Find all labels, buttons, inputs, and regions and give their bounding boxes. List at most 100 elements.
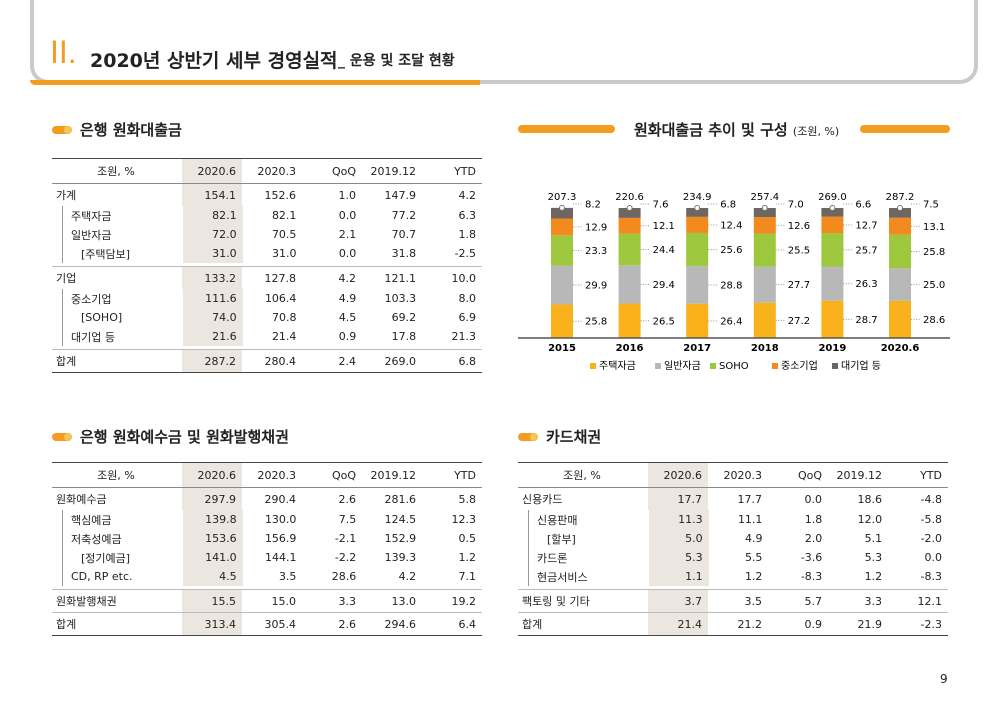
cell: 12.3: [451, 513, 477, 526]
section-title: 은행 원화예수금 및 원화발행채권: [80, 428, 289, 446]
bar-segment: [889, 208, 911, 218]
bar-segment: [821, 266, 844, 301]
table-row: 조원, % 2020.6 2020.3 QoQ 2019.12 YTD: [518, 463, 948, 488]
cell: 4.9: [744, 532, 763, 545]
row-label: 원화발행채권: [56, 595, 117, 608]
cell: 5.8: [458, 492, 477, 506]
table-row: [SOHO] 74.0 70.8 4.5 69.2 6.9: [63, 308, 482, 327]
cell: 21.2: [737, 617, 763, 631]
table-row: 핵심예금 139.8 130.0 7.5 124.5 12.3: [63, 510, 482, 529]
bar-segment: [551, 265, 573, 305]
cell: 2019.12: [836, 468, 883, 482]
cell: 2019.12: [370, 164, 417, 178]
legend-label: 일반자금: [664, 360, 701, 372]
cell: 2.4: [338, 354, 357, 368]
sub-rows: 신용판매 11.3 11.1 1.8 12.0 -5.8 [할부] 5.0 4.9 2.0 5.1 -…: [528, 510, 948, 586]
cell: 31.0: [271, 247, 297, 260]
bar-segment: [686, 303, 709, 338]
cell: 12.0: [857, 513, 883, 526]
row-label: CD, RP etc.: [71, 570, 133, 583]
cell: 0.0: [338, 247, 357, 260]
sub-rows: 주택자금 82.1 82.1 0.0 77.2 6.3 일반자금 72.0 70.5 2.1 70.…: [62, 206, 482, 263]
row-group: 기업 133.2 127.8 4.2 121.1 10.0 중소기업 111.6 106.4 4.…: [52, 267, 482, 350]
cell: 70.8: [271, 311, 297, 324]
value-label: 29.4: [653, 280, 675, 291]
total-label: 257.4: [750, 192, 779, 203]
cell: 156.9: [264, 532, 297, 545]
total-label: 207.3: [548, 192, 577, 203]
cell: 0.5: [458, 532, 477, 545]
cell: 4.5: [338, 311, 357, 324]
cell: -2.3: [920, 617, 942, 631]
value-label: 25.0: [923, 280, 945, 291]
cell: -4.8: [920, 492, 942, 506]
table-row: 신용판매 11.3 11.1 1.8 12.0 -5.8: [529, 510, 948, 529]
value-label: 25.8: [923, 247, 945, 258]
cell: 1.2: [744, 570, 763, 583]
cell: 6.3: [458, 209, 477, 222]
row-label: 현금서비스: [537, 570, 588, 584]
row-group: 신용카드 17.7 17.7 0.0 18.6 -4.8 신용판매 11.3 11.1 1.8 12…: [518, 488, 948, 590]
table: 조원, % 2020.6 2020.3 QoQ 2019.12 YTD 원화예수금 297.9…: [52, 462, 482, 636]
cell: 313.4: [182, 613, 242, 635]
table-row: 대기업 등 21.6 21.4 0.9 17.8 21.3: [63, 327, 482, 346]
cell: 6.8: [458, 354, 477, 368]
value-label: 12.7: [855, 220, 877, 231]
cell: -2.5: [454, 247, 477, 260]
legend-swatch: [772, 363, 778, 369]
legend-label: 중소기업: [781, 359, 818, 372]
chart: 25.8 29.9 23.3 12.9 8.2 207.3 2015 26.5 29.4 24.4…: [518, 192, 950, 372]
cell: 3.3: [864, 594, 883, 608]
bar-segment: [551, 207, 573, 219]
bar-segment: [753, 217, 776, 234]
top-marker: [829, 205, 836, 211]
row-label: [정기예금]: [81, 551, 131, 565]
cell: 294.6: [384, 617, 417, 631]
cell: 5.5: [744, 551, 763, 564]
section-numeral: II.: [50, 34, 77, 70]
bullet: [52, 126, 72, 134]
cell: -5.8: [920, 513, 943, 526]
cell: 139.3: [384, 551, 417, 564]
cell: 17.7: [648, 488, 708, 510]
bullet: [52, 433, 72, 441]
cell: 5.3: [648, 548, 709, 567]
cell: 5.3: [864, 551, 883, 564]
row-label: 팩토링 및 기타: [522, 595, 590, 608]
cell: 21.4: [271, 330, 297, 343]
row-group: 원화발행채권 15.5 15.0 3.3 13.0 19.2: [52, 590, 482, 613]
table-row: [할부] 5.0 4.9 2.0 5.1 -2.0: [529, 529, 948, 548]
table-row: 기업 133.2 127.8 4.2 121.1 10.0: [52, 267, 482, 289]
row-label: 카드론: [537, 551, 568, 565]
cell: 2.1: [338, 228, 357, 241]
x-tick-label: 2016: [616, 343, 644, 354]
legend-label: 주택자금: [599, 360, 636, 372]
row-label: 일반자금: [71, 228, 112, 242]
table-row: 저축성예금 153.6 156.9 -2.1 152.9 0.5: [63, 529, 482, 548]
cell: 74.0: [182, 308, 243, 327]
bar-segment: [618, 303, 641, 338]
value-label: 28.6: [923, 315, 945, 326]
row-label: 합계: [56, 355, 77, 368]
row-group: 가계 154.1 152.6 1.0 147.9 4.2 주택자금 82.1 82.1 0.0 77…: [52, 184, 482, 267]
cell: 1.1: [648, 567, 709, 586]
cell: 5.0: [648, 529, 709, 548]
cell: 1.8: [458, 228, 477, 241]
table-row: 원화발행채권 15.5 15.0 3.3 13.0 19.2: [52, 590, 482, 612]
row-label: 조원, %: [563, 469, 601, 482]
value-label: 6.6: [855, 200, 871, 211]
value-label: 27.7: [788, 280, 810, 291]
cell: YTD: [454, 468, 476, 482]
value-label: 12.1: [653, 221, 675, 232]
cell: 2020.3: [723, 468, 763, 482]
cell: 4.2: [338, 271, 357, 285]
cell: 82.1: [182, 206, 243, 225]
legend-label: SOHO: [719, 361, 749, 372]
row-group: 합계 21.4 21.2 0.9 21.9 -2.3: [518, 613, 948, 635]
bar-segment: [618, 233, 641, 266]
cell: 152.6: [264, 188, 297, 202]
row-label: [SOHO]: [81, 311, 123, 324]
top-marker: [559, 204, 565, 211]
bar-segment: [618, 208, 641, 218]
bar-segment: [821, 300, 844, 338]
